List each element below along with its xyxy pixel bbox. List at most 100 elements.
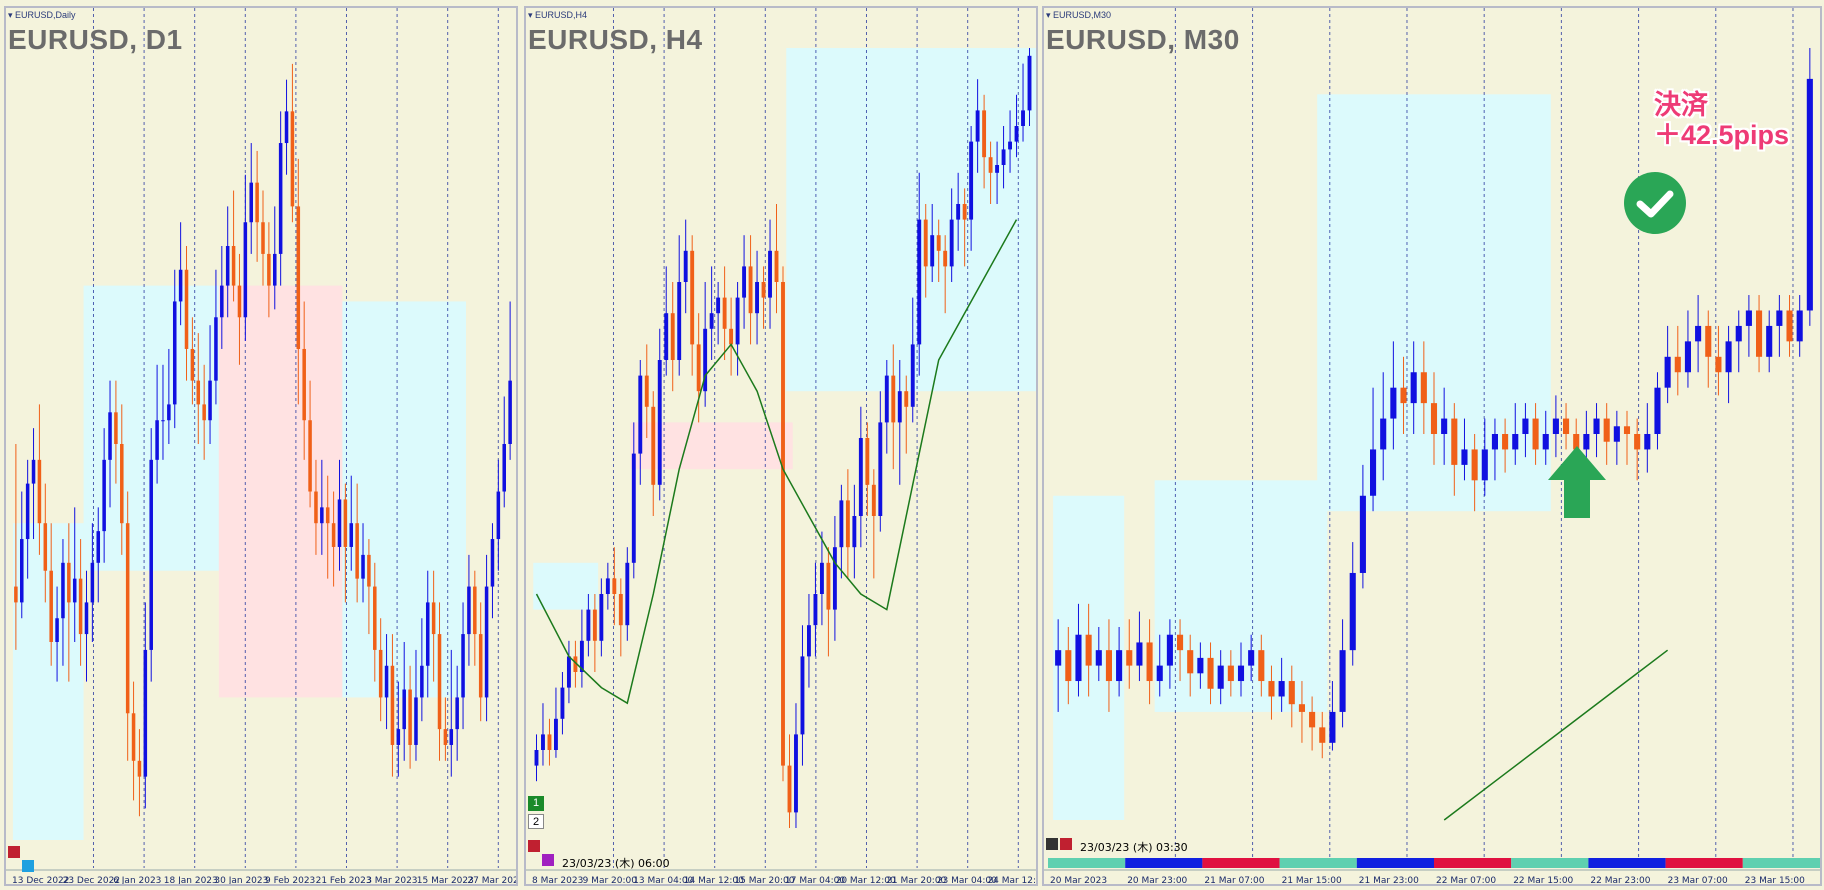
candle-body xyxy=(314,491,318,524)
candle-body xyxy=(31,459,36,484)
x-tick-label: 23 Dec 2022 xyxy=(63,876,121,886)
candle-body xyxy=(1268,681,1275,697)
grid-toggle-button[interactable] xyxy=(22,860,34,872)
candle-body xyxy=(1684,341,1691,373)
candle-body xyxy=(261,222,265,254)
candle-body xyxy=(102,459,106,532)
session-segment xyxy=(1588,858,1666,868)
chart-canvas-m30[interactable]: 20 Mar 2023 20 Mar 23:00 21 Mar 07:00 21 Ma… xyxy=(1044,8,1822,886)
candle-body xyxy=(917,219,922,345)
level-label-2[interactable]: 2 xyxy=(528,814,544,829)
candle-body xyxy=(220,285,224,318)
candle-body xyxy=(72,578,77,603)
chart-mode-button[interactable] xyxy=(8,846,20,858)
candle-body xyxy=(231,246,236,286)
color-toggle-button[interactable] xyxy=(542,854,554,866)
candle-body xyxy=(910,344,915,407)
candle-body xyxy=(202,404,206,421)
candle-body xyxy=(1370,449,1377,496)
chart-mode-button[interactable] xyxy=(1046,838,1058,850)
x-tick-label: 21 Feb 2023 xyxy=(316,876,372,886)
candle-body xyxy=(1116,650,1123,682)
candle-body xyxy=(969,141,974,220)
candle-body xyxy=(1623,426,1631,434)
candle-body xyxy=(560,687,565,719)
candle-body xyxy=(196,380,201,405)
dropdown-arrow-icon[interactable]: ▾ xyxy=(1046,10,1051,20)
candle-body xyxy=(742,266,747,298)
candle-body xyxy=(172,301,177,405)
dropdown-arrow-icon[interactable]: ▾ xyxy=(528,10,533,20)
indicator-button[interactable] xyxy=(1060,838,1072,850)
candle-body xyxy=(149,459,153,650)
candle-body xyxy=(1095,650,1102,666)
candle-body xyxy=(813,594,818,626)
candle-body xyxy=(709,313,714,329)
candle-body xyxy=(255,182,259,223)
candle-body xyxy=(1471,449,1478,481)
candle-body xyxy=(566,656,571,688)
chart-window-m30[interactable]: 20 Mar 2023 20 Mar 23:00 21 Mar 07:00 21 Ma… xyxy=(1042,6,1822,886)
candle-body xyxy=(612,578,617,594)
x-tick-label: 22 Mar 15:00 xyxy=(1513,876,1573,886)
candle-body xyxy=(1715,356,1722,373)
candle-body xyxy=(1441,418,1448,434)
chart-mode-button[interactable] xyxy=(528,840,540,852)
candle-body xyxy=(1248,650,1255,666)
candle-body xyxy=(367,554,371,587)
candle-body xyxy=(631,453,636,563)
candle-body xyxy=(273,253,277,286)
candle-body xyxy=(832,547,837,610)
candle-body xyxy=(1329,711,1336,743)
candle-body xyxy=(20,539,24,603)
candle-body xyxy=(1644,434,1651,450)
candle-body xyxy=(1278,681,1285,697)
candle-body xyxy=(1573,434,1580,450)
candle-body xyxy=(61,562,65,619)
candle-body xyxy=(1613,426,1620,442)
candle-body xyxy=(1339,650,1346,712)
zone-box xyxy=(786,48,1036,392)
candle-body xyxy=(1603,418,1610,442)
candle-body xyxy=(1359,495,1366,573)
candle-body xyxy=(1430,403,1438,434)
candle-body xyxy=(1695,325,1702,342)
candle-body xyxy=(425,602,430,666)
candle-body xyxy=(858,438,863,516)
level-label-1[interactable]: 1 xyxy=(528,796,544,811)
candle-body xyxy=(120,444,124,524)
x-tick-label: 21 Mar 20:00 xyxy=(886,876,946,886)
candle-body xyxy=(384,665,389,698)
candle-body xyxy=(390,665,395,745)
candle-body xyxy=(443,729,448,745)
candle-body xyxy=(988,157,993,173)
candle-body xyxy=(37,459,42,524)
candle-body xyxy=(1001,149,1006,165)
x-tick-label: 14 Mar 12:00 xyxy=(684,876,744,886)
chart-window-d1[interactable]: 13 Dec 2022 23 Dec 2022 6 Jan 2023 18 Jan 2… xyxy=(4,6,518,886)
symbol-title: EURUSD, H4 xyxy=(528,24,703,55)
x-tick-label: 21 Mar 23:00 xyxy=(1359,876,1419,886)
chart-window-h4[interactable]: 8 Mar 2023 9 Mar 20:00 13 Mar 04:00 14 Mar … xyxy=(524,6,1038,886)
candle-body xyxy=(143,649,148,777)
candle-body xyxy=(1319,727,1326,743)
candle-body xyxy=(923,219,928,267)
candle-body xyxy=(554,718,558,750)
candle-body xyxy=(1756,310,1763,357)
candle-body xyxy=(664,313,669,360)
candle-body xyxy=(1055,650,1062,666)
x-tick-label: 27 Mar 2023 xyxy=(467,876,518,886)
check-icon xyxy=(1624,172,1686,234)
candle-body xyxy=(677,282,682,360)
candle-body xyxy=(78,578,83,635)
candle-body xyxy=(478,634,483,698)
candle-body xyxy=(167,404,171,421)
candle-body xyxy=(826,562,831,610)
candle-body xyxy=(657,360,662,485)
candle-body xyxy=(794,734,798,813)
candle-body xyxy=(1664,356,1671,388)
dropdown-arrow-icon[interactable]: ▾ xyxy=(8,10,13,20)
candle-body xyxy=(936,235,941,251)
